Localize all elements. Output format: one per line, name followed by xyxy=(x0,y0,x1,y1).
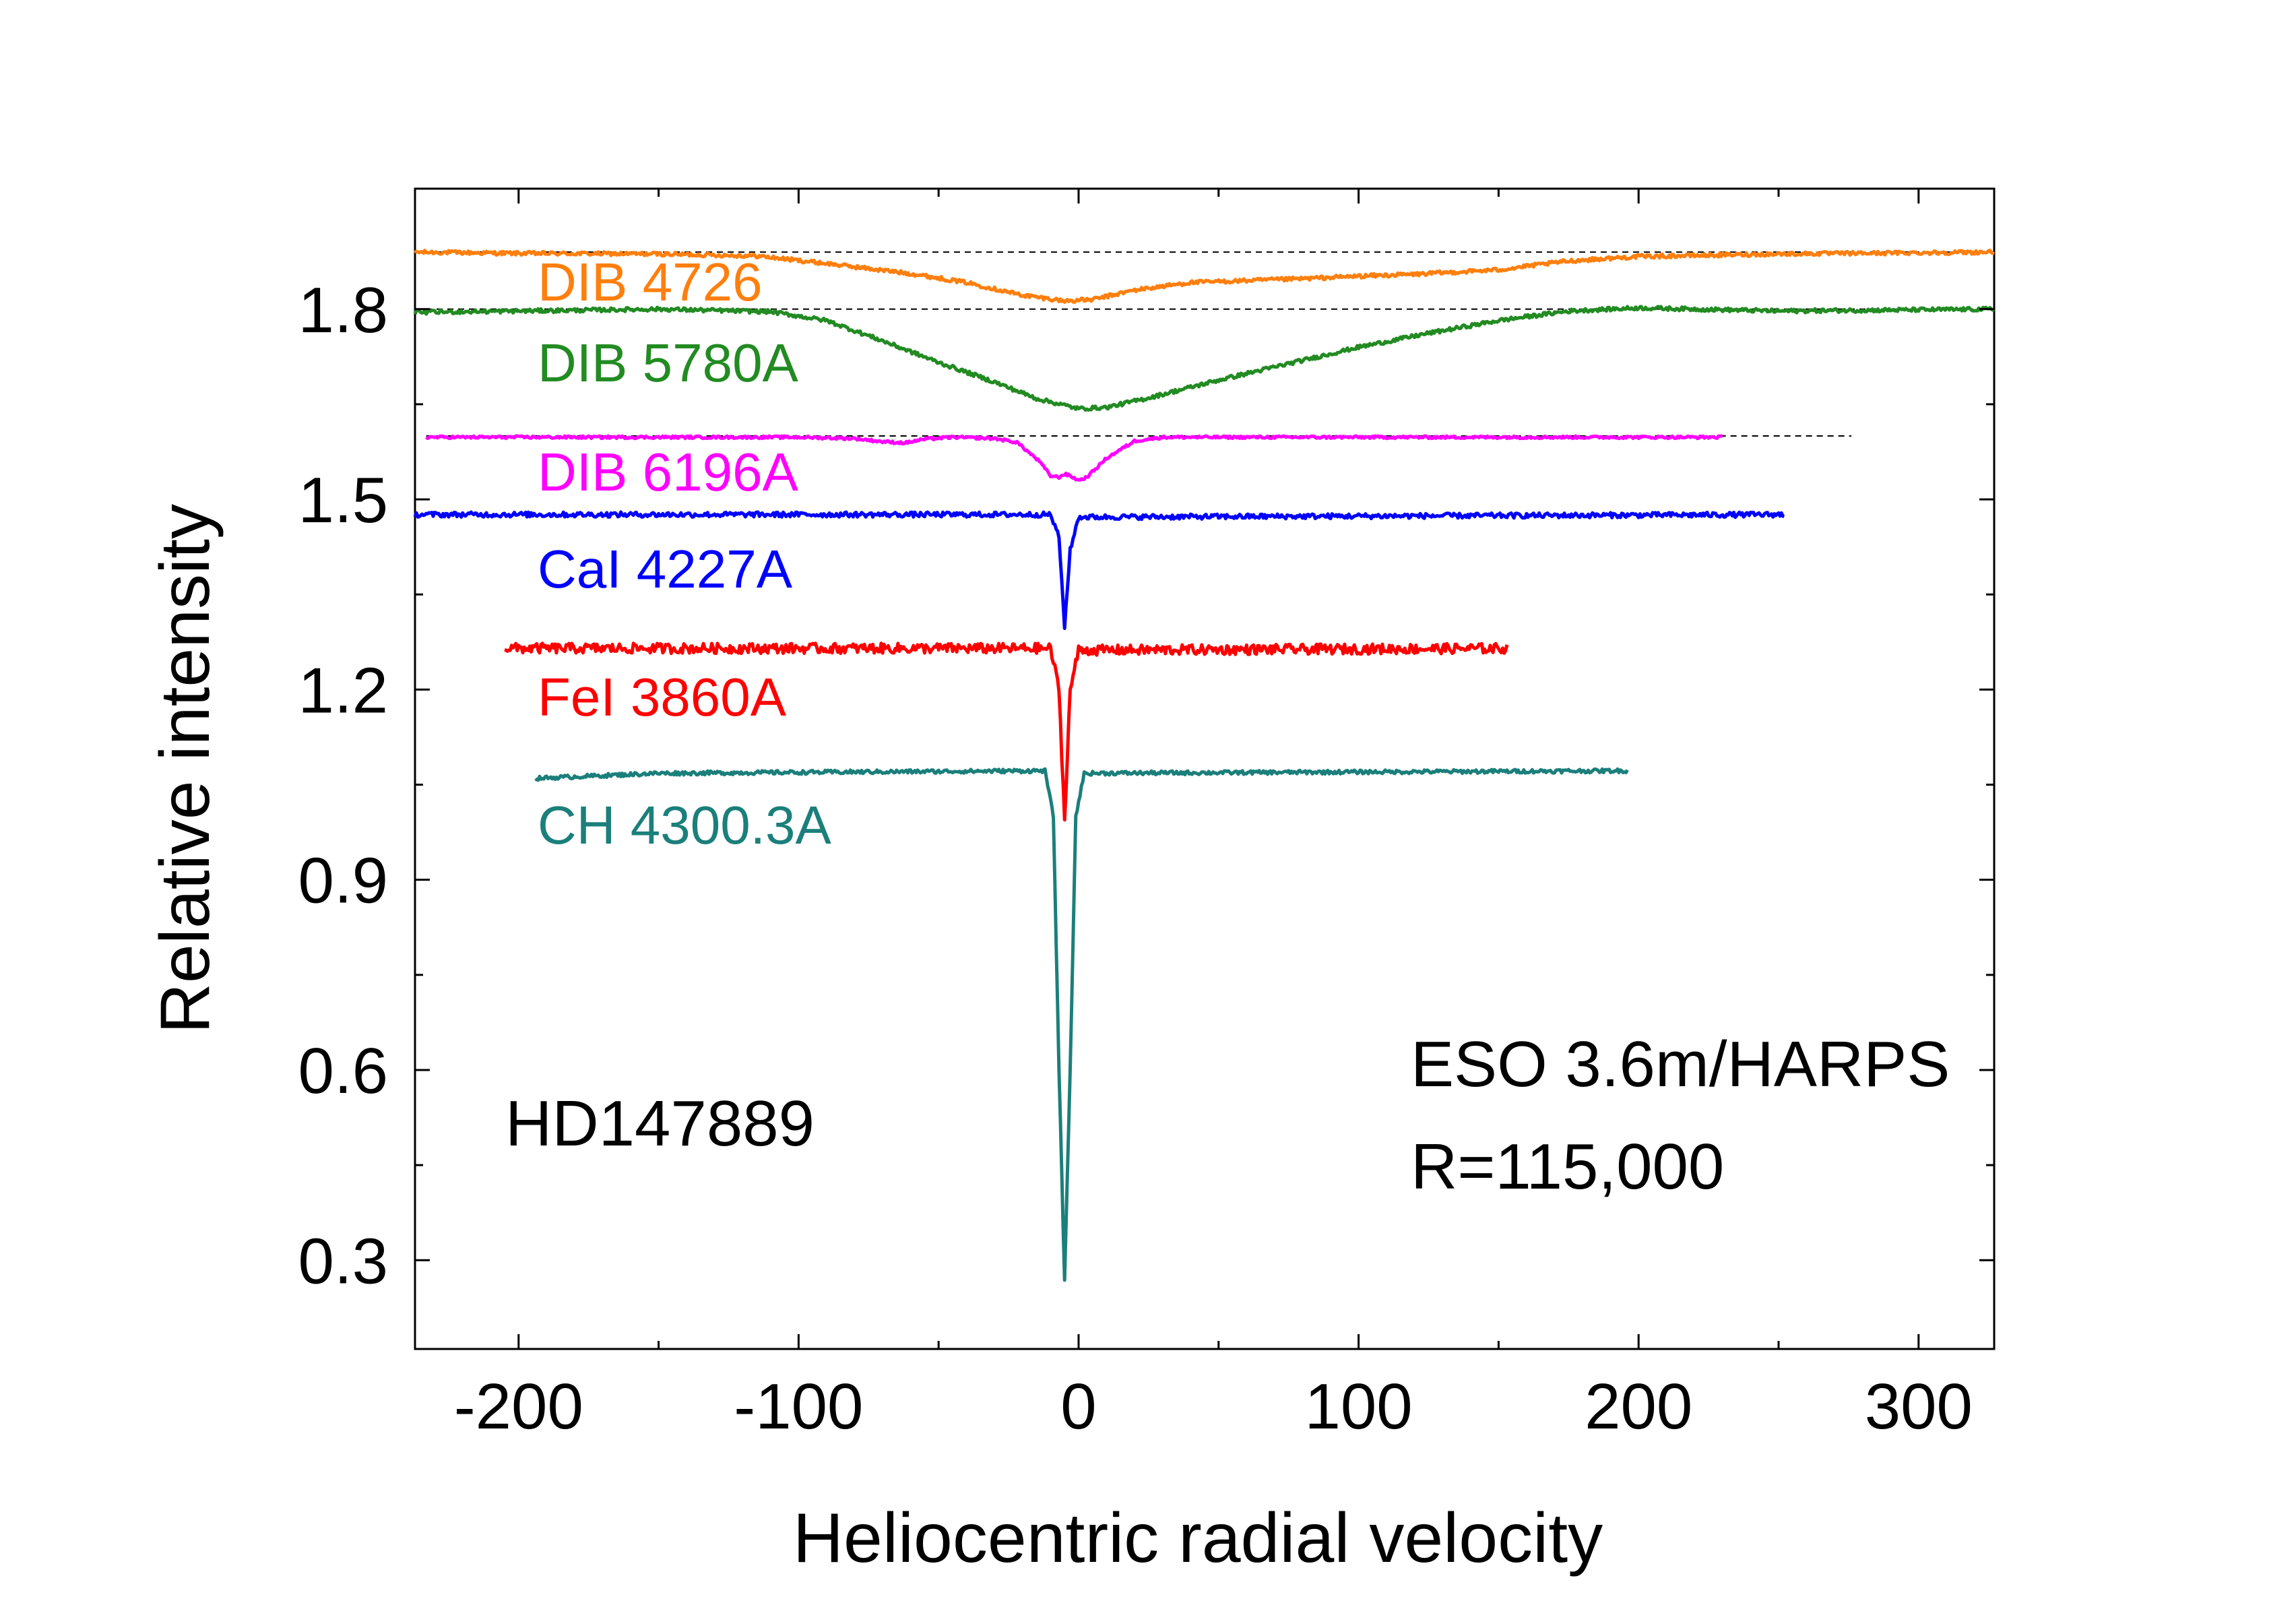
y-axis: 0.3 0.6 0.9 1.2 1.5 1.8 xyxy=(298,274,1994,1297)
series-label-ch-4300-3a: CH 4300.3A xyxy=(538,795,831,855)
series-label-dib-5780a: DIB 5780A xyxy=(538,333,799,393)
y-tick-label: 1.5 xyxy=(298,464,388,536)
series-label-dib-6196a: DIB 6196A xyxy=(538,442,799,502)
x-tick-label: -200 xyxy=(454,1371,583,1443)
x-axis: -200 -100 0 100 200 300 xyxy=(454,189,1973,1443)
series-line-cai-4227a xyxy=(413,510,1785,630)
y-tick-label: 1.8 xyxy=(298,274,388,346)
x-tick-label: 300 xyxy=(1865,1371,1973,1443)
x-axis-title: Heliocentric radial velocity xyxy=(793,1499,1603,1577)
y-tick-label: 1.2 xyxy=(298,654,388,726)
x-tick-label: 200 xyxy=(1585,1371,1692,1443)
annotation-star: HD147889 xyxy=(505,1088,815,1160)
annotation-resolution: R=115,000 xyxy=(1411,1131,1724,1203)
y-tick-label: 0.3 xyxy=(298,1225,388,1297)
series-label-fei-3860a: FeI 3860A xyxy=(538,667,787,727)
series-line-fei-3860a xyxy=(504,641,1509,822)
y-tick-label: 0.6 xyxy=(298,1035,388,1107)
series-line-ch-4300-3a xyxy=(534,767,1629,1282)
x-tick-label: 0 xyxy=(1060,1371,1096,1443)
series-line-dib-6196a xyxy=(424,434,1723,482)
plot-frame xyxy=(414,187,1996,1350)
series-label-cai-4227a: CaI 4227A xyxy=(538,539,793,599)
series-line-dib-4726 xyxy=(414,249,1995,304)
series-label-dib-4726: DIB 4726 xyxy=(538,252,763,312)
annotation-telescope: ESO 3.6m/HARPS xyxy=(1411,1028,1950,1100)
y-tick-label: 0.9 xyxy=(298,845,388,917)
series-line-dib-5780a xyxy=(413,305,1995,412)
x-tick-label: 100 xyxy=(1304,1371,1412,1443)
y-axis-title: Relative intensity xyxy=(146,504,224,1034)
series-group xyxy=(413,249,1995,1282)
x-tick-label: -100 xyxy=(734,1371,863,1443)
